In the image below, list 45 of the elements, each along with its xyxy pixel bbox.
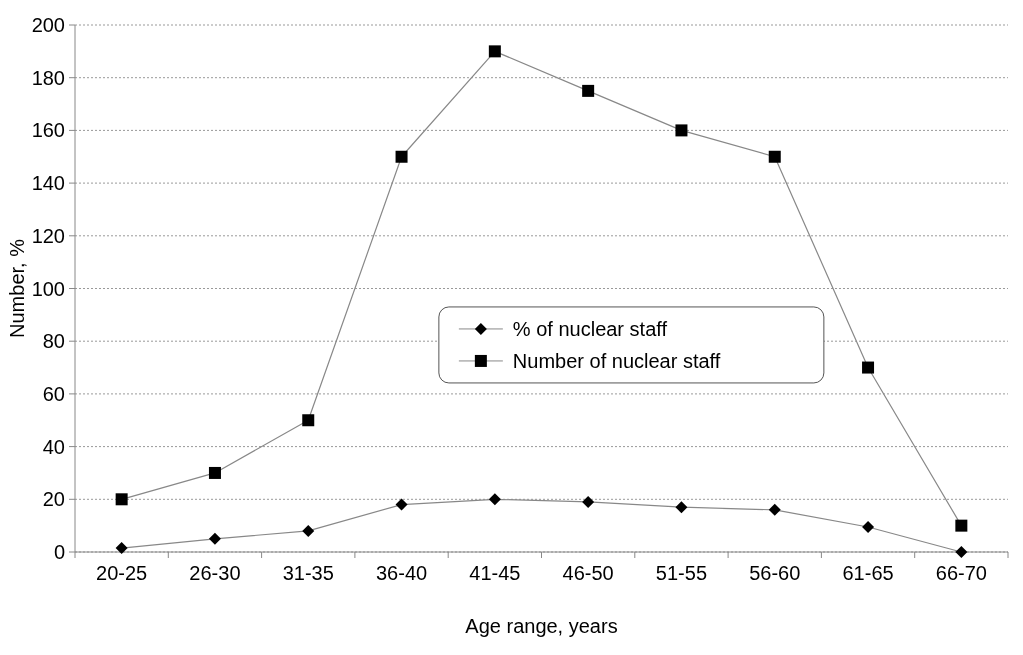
point: [768, 503, 781, 516]
point: [302, 524, 315, 537]
x-tick-label: 20-25: [96, 562, 148, 584]
y-tick-label: 120: [31, 224, 65, 247]
point: [395, 498, 408, 511]
x-tick-label: 51-55: [655, 562, 708, 584]
point: [862, 520, 875, 533]
point: [955, 546, 968, 558]
point: [488, 45, 501, 58]
y-tick-label: 200: [31, 14, 65, 36]
x-tick-label: 56-60: [749, 562, 801, 584]
point: [115, 493, 128, 506]
y-tick-label: 0: [53, 541, 65, 563]
x-tick-label: 41-45: [469, 562, 521, 584]
y-tick-label: 140: [31, 172, 65, 195]
y-axis-title: Number, %: [6, 238, 28, 338]
y-tick-label: 20: [42, 488, 65, 511]
x-tick-label: 26-30: [189, 562, 241, 584]
point: [302, 414, 315, 427]
point: [675, 501, 688, 514]
y-tick-label: 160: [31, 119, 65, 142]
x-tick-label: 66-70: [935, 562, 987, 584]
x-axis-title: Age range, years: [465, 615, 618, 637]
point: [582, 495, 595, 508]
y-tick-label: 40: [42, 435, 65, 458]
point: [582, 84, 595, 97]
legend-label: Number of nuclear staff: [512, 349, 721, 372]
point: [208, 532, 221, 545]
x-tick-label: 61-65: [842, 562, 894, 584]
x-tick-label: 46-50: [562, 562, 614, 584]
y-tick-label: 80: [42, 330, 65, 353]
point: [675, 124, 688, 137]
y-tick-label: 180: [31, 66, 65, 89]
x-tick-label: 31-35: [282, 562, 334, 584]
point: [862, 361, 875, 374]
point: [955, 519, 968, 532]
y-tick-label: 60: [42, 382, 65, 405]
x-tick-label: 36-40: [375, 562, 428, 584]
point: [395, 150, 408, 163]
y-tick-label: 100: [31, 277, 65, 300]
point: [208, 466, 221, 479]
point: [115, 542, 128, 555]
point: [768, 150, 781, 163]
legend-label: % of nuclear staff: [512, 317, 668, 340]
point: [488, 493, 501, 506]
